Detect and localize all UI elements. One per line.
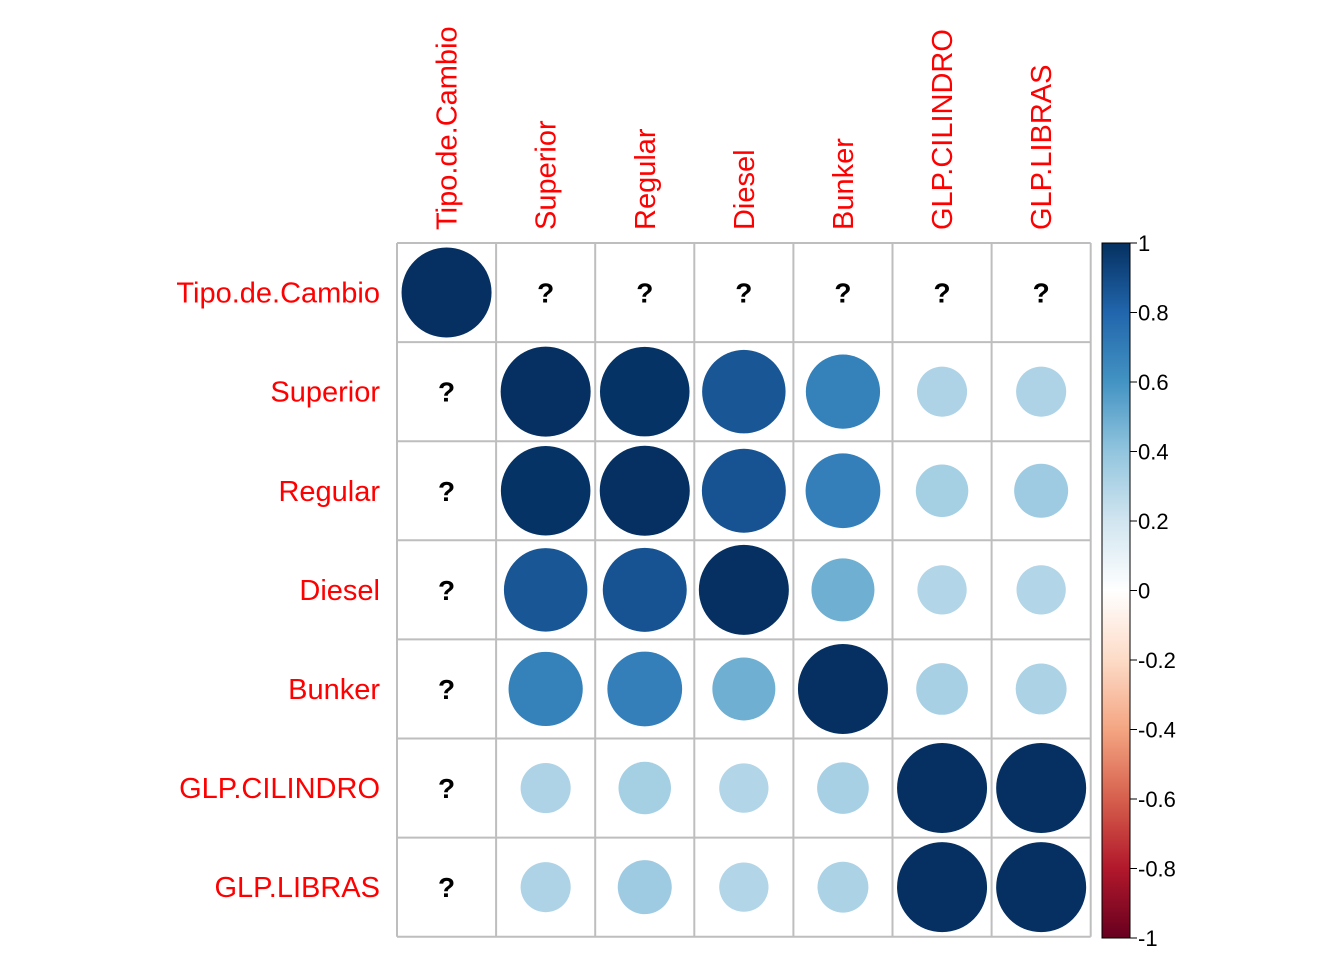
- correlation-circle: [520, 862, 571, 913]
- column-label: Superior: [531, 120, 563, 230]
- correlation-circle: [712, 657, 776, 721]
- correlation-circle: [996, 743, 1087, 834]
- correlation-circle: [503, 548, 588, 632]
- row-label: GLP.LIBRAS: [214, 872, 380, 904]
- column-label: GLP.CILINDRO: [927, 29, 959, 230]
- missing-value-marker: ?: [438, 773, 455, 804]
- color-legend: 1 0.8 0.6 0.4 0.2 0 -0.2 -0.4 -0.6 -0.8 -1: [1101, 231, 1176, 951]
- colorbar-tick-label: 0.2: [1138, 509, 1169, 534]
- row-label: GLP.CILINDRO: [179, 773, 380, 805]
- correlation-circle: [500, 445, 591, 536]
- missing-value-marker: ?: [438, 674, 455, 705]
- correlation-circle: [500, 346, 591, 437]
- missing-value-marker: ?: [933, 278, 950, 309]
- correlation-circle: [805, 354, 881, 429]
- missing-value-marker: ?: [438, 377, 455, 408]
- correlation-circle: [996, 842, 1087, 933]
- correlation-circle: [897, 743, 988, 834]
- correlation-circle: [698, 544, 789, 635]
- missing-value-marker: ?: [735, 278, 752, 309]
- correlation-circle: [702, 349, 786, 434]
- correlation-circle: [1016, 366, 1067, 417]
- row-label: Regular: [278, 476, 380, 508]
- colorbar-tick-label: -1: [1138, 926, 1158, 951]
- correlation-circle: [817, 762, 869, 814]
- colorbar-tick-label: -0.2: [1138, 648, 1176, 673]
- correlation-circle: [1015, 663, 1067, 715]
- correlation-circle: [520, 762, 571, 814]
- correlation-circle: [599, 445, 690, 536]
- colorbar-tick-label: 0: [1138, 579, 1150, 604]
- colorbar-tick-label: 0.6: [1138, 370, 1169, 395]
- correlation-circle: [1016, 565, 1066, 615]
- correlation-circle: [817, 861, 869, 913]
- colorbar-tick-label: -0.6: [1138, 787, 1176, 812]
- correlation-marks: ????????????: [401, 247, 1087, 933]
- row-label: Diesel: [299, 575, 380, 607]
- correlation-circle: [805, 453, 881, 529]
- correlation-circle: [797, 643, 888, 734]
- correlation-circle: [915, 464, 969, 517]
- correlation-circle: [811, 558, 875, 622]
- correlation-circle: [916, 366, 968, 417]
- colorbar-gradient: [1101, 242, 1131, 939]
- column-label: Regular: [630, 128, 662, 230]
- variable-labels: Tipo.de.Cambio Tipo.de.Cambio Superior Supe…: [176, 26, 1058, 904]
- correlation-circle: [508, 651, 583, 727]
- column-label: Diesel: [729, 149, 761, 230]
- correlation-circle: [607, 651, 683, 727]
- correlation-circle: [401, 247, 492, 338]
- colorbar-tick-label: 1: [1138, 231, 1150, 256]
- correlation-circle: [1014, 463, 1069, 518]
- correlation-circle: [917, 565, 967, 615]
- missing-value-marker: ?: [1033, 278, 1050, 309]
- correlation-circle: [701, 448, 786, 533]
- column-label: GLP.LIBRAS: [1026, 64, 1058, 230]
- colorbar-tick-label: -0.8: [1138, 857, 1176, 882]
- column-label: Tipo.de.Cambio: [432, 26, 464, 230]
- correlation-circle: [719, 763, 769, 813]
- row-label: Superior: [270, 377, 380, 409]
- missing-value-marker: ?: [438, 872, 455, 903]
- correlation-circle: [719, 862, 769, 912]
- correlation-circle: [897, 842, 988, 933]
- correlation-circle: [617, 860, 672, 915]
- missing-value-marker: ?: [834, 278, 851, 309]
- column-label: Bunker: [828, 138, 860, 230]
- missing-value-marker: ?: [438, 575, 455, 606]
- correlation-circle: [916, 663, 968, 715]
- correlation-circle: [618, 761, 671, 815]
- missing-value-marker: ?: [537, 278, 554, 309]
- matrix-grid: [396, 242, 1092, 938]
- correlation-circle: [599, 346, 690, 437]
- missing-value-marker: ?: [636, 278, 653, 309]
- correlation-circle: [602, 547, 687, 632]
- row-label: Bunker: [288, 674, 380, 706]
- row-label: Tipo.de.Cambio: [176, 278, 380, 310]
- colorbar-tick-label: -0.4: [1138, 718, 1176, 743]
- colorbar-tick-label: 0.4: [1138, 440, 1169, 465]
- missing-value-marker: ?: [438, 476, 455, 507]
- colorbar-tick-label: 0.8: [1138, 301, 1169, 326]
